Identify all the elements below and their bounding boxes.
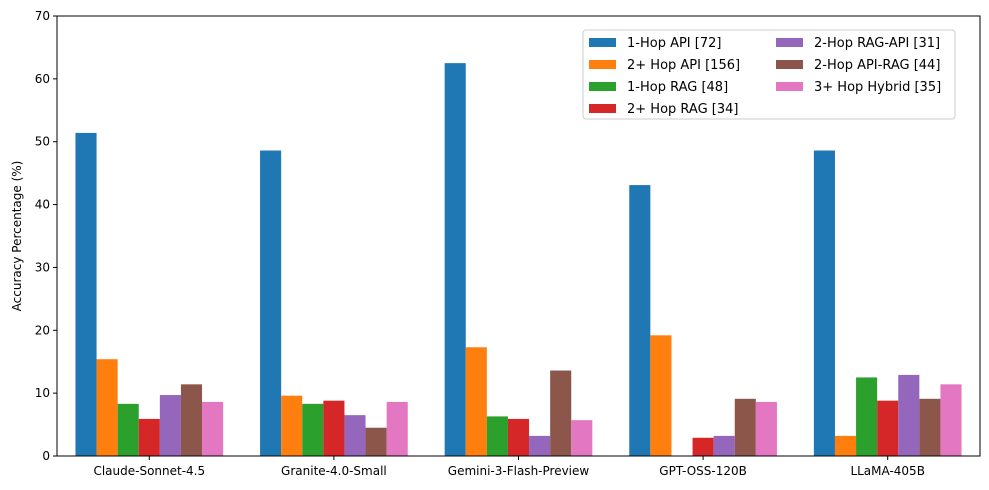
legend-swatch [776,60,803,69]
legend-label: 3+ Hop Hybrid [35] [814,80,941,95]
bar [834,435,857,456]
y-tick-label: 20 [35,323,50,337]
bar [117,403,139,456]
legend-label: 2+ Hop API [156] [627,58,740,73]
bar [486,416,508,456]
bar [550,370,572,456]
bar [898,374,920,456]
y-tick-label: 40 [35,198,50,212]
bar [734,398,756,456]
bar [856,377,878,456]
x-tick-label: GPT-OSS-120B [659,464,747,478]
x-tick-label: Claude-Sonnet-4.5 [93,464,205,478]
legend-swatch [589,38,616,47]
bar [138,418,160,456]
bar [507,418,530,456]
x-tick-label: Granite-4.0-Small [281,464,387,478]
bar [529,435,551,456]
bar [365,427,387,456]
legend-box [582,29,956,120]
bar [813,150,835,456]
y-tick-label: 50 [35,135,50,149]
bar [571,420,593,456]
y-axis-label: Accuracy Percentage (%) [10,161,24,312]
bar [444,63,466,457]
bar [302,403,324,456]
bar [629,185,651,457]
legend-swatch [589,82,616,91]
bar [650,335,672,456]
legend-swatch [776,38,803,47]
legend-label: 2-Hop API-RAG [44] [814,58,940,73]
bar [940,384,962,456]
legend-label: 2-Hop RAG-API [31] [814,36,940,51]
x-axis: Claude-Sonnet-4.5 Granite-4.0-Small Gemini… [93,456,925,478]
bar [877,400,899,456]
bar [323,400,345,456]
legend-label: 2+ Hop RAG [34] [627,102,738,117]
bar [159,395,181,456]
y-tick-label: 30 [35,260,50,274]
bar [281,395,303,456]
y-tick-label: 10 [35,386,50,400]
bar [344,415,366,456]
bar [919,398,941,456]
plot-frame [56,15,981,457]
y-tick-label: 60 [35,72,50,86]
bar [202,401,224,456]
x-tick-label: LLaMA-405B [850,464,925,478]
bars-layer [75,63,962,457]
legend-swatch [776,82,803,91]
bar [755,401,777,456]
legend-swatch [589,104,616,113]
bar [713,435,735,456]
bar [465,347,487,456]
y-axis: 0 10 20 30 40 50 60 70 [35,9,57,463]
bar [180,384,203,456]
bar [75,132,97,456]
y-tick-label: 70 [35,9,50,23]
bar [386,401,408,456]
legend-label: 1-Hop RAG [48] [627,80,728,95]
x-tick-label: Gemini-3-Flash-Preview [448,464,590,478]
y-tick-label: 0 [42,449,50,463]
bar [96,359,118,456]
bar [692,437,714,456]
bar [260,150,282,456]
legend-label: 1-Hop API [72] [627,36,721,51]
legend-swatch [589,60,616,69]
legend: 1-Hop API [72] 2+ Hop API [156] 1-Hop RAG … [582,29,956,120]
